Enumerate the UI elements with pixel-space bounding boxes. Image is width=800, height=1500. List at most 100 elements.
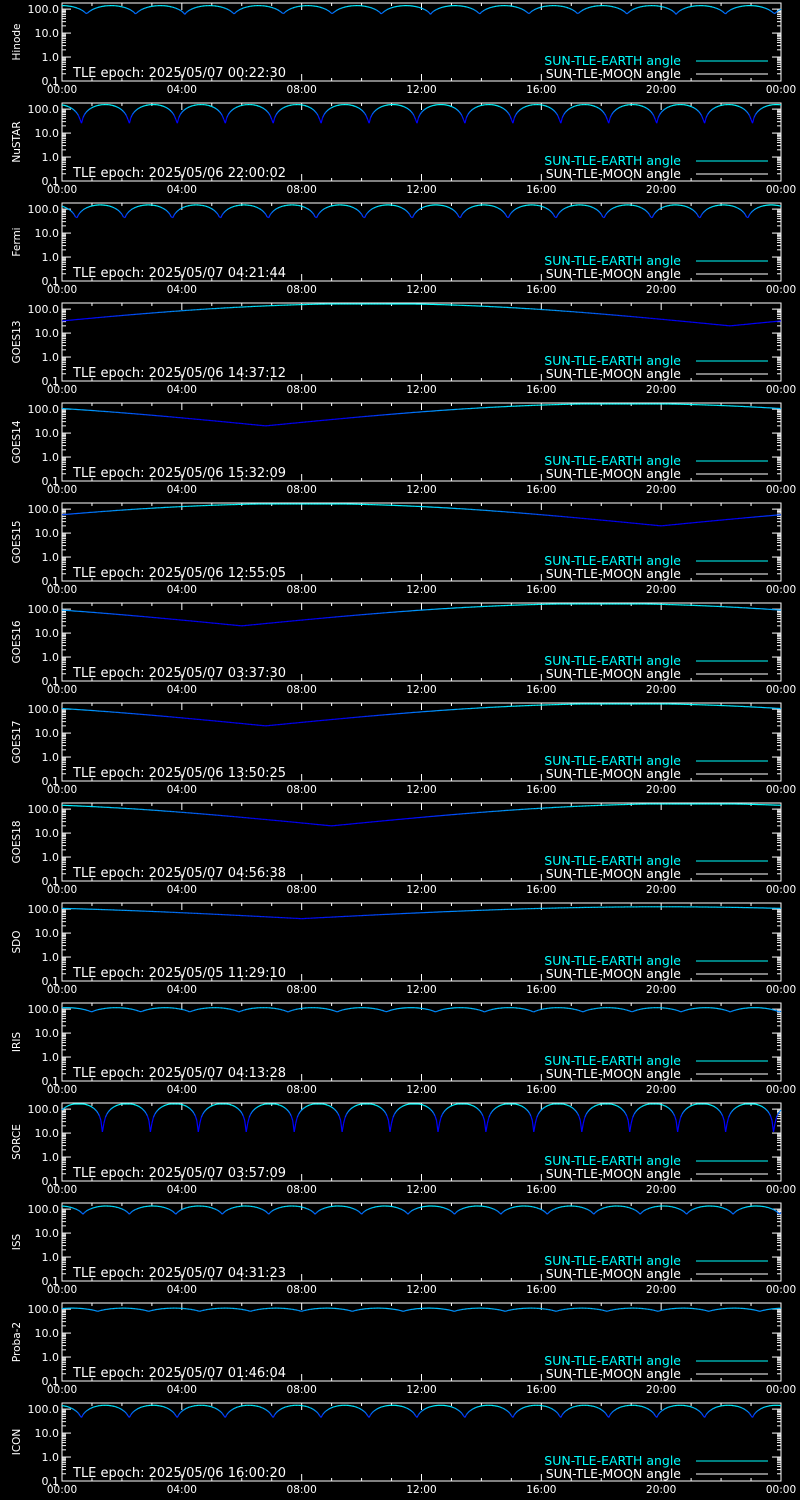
y-tick-label: 100.0 [28,703,60,716]
series-segment [752,209,755,212]
series-segment [558,210,562,214]
series-segment [653,115,656,120]
x-tick-label: 00:00 [47,384,77,396]
sun-tle-earth-series [62,4,782,15]
sun-tle-earth-series [61,303,782,327]
series-segment [764,105,767,108]
series-segment [574,105,576,107]
series-segment [349,205,352,208]
series-segment [425,9,428,12]
series-segment [350,206,353,208]
series-segment [549,107,553,110]
series-segment [776,10,779,13]
series-segment [779,8,782,11]
x-tick-label: 00:00 [766,284,796,296]
x-tick-label: 00:00 [47,784,77,796]
series-segment [644,209,647,212]
series-segment [130,114,133,118]
series-segment [144,7,147,9]
series-segment [91,106,94,109]
legend-moon-label: SUN-TLE-MOON angle [546,166,682,181]
series-segment [768,9,771,12]
tle-epoch-text: TLE epoch: 2025/05/06 13:50:25 [72,766,286,781]
series-segment [427,10,430,13]
series-segment [226,8,229,11]
series-segment [320,6,323,9]
series-segment [642,105,645,108]
series-segment [710,206,713,208]
series-segment [717,105,720,107]
series-segment [225,7,228,10]
series-segment [145,6,148,9]
series-segment [413,115,417,120]
series-segment [494,206,497,208]
series-segment [695,108,698,111]
series-segment [565,206,568,209]
series-segment [235,106,238,109]
series-segment [353,207,356,210]
series-segment [275,207,278,210]
series-segment [507,214,511,218]
series-segment [592,206,595,209]
series-segment [364,214,367,218]
series-segment [124,214,127,218]
series-segment [575,11,578,14]
x-ticks [61,203,782,281]
series-segment [446,206,449,208]
series-segment [64,206,67,209]
x-tick-label: 12:00 [406,784,436,796]
series-segment [467,112,470,115]
series-segment [195,6,197,9]
series-segment [168,108,171,111]
series-segment [713,107,716,110]
series-segment [662,206,665,208]
series-segment [306,105,308,108]
series-segment [451,208,454,211]
x-tick-label: 00:00 [766,384,796,396]
series-segment [663,108,667,110]
sun-tle-earth-series [62,403,782,427]
series-segment [462,210,466,214]
series-segment [705,208,708,211]
series-segment [227,112,231,115]
series-segment [121,213,124,218]
tle-epoch-text: TLE epoch: 2025/05/06 22:00:02 [72,166,286,181]
satellite-label: GOES16 [11,620,23,663]
series-segment [600,109,604,112]
series-segment [220,214,223,218]
series-segment [379,11,382,15]
series-segment [72,212,75,215]
series-segment [735,206,738,209]
series-segment [217,109,220,112]
series-segment [406,210,409,213]
series-segment [305,207,308,210]
series-segment [665,7,668,9]
series-segment [735,104,738,107]
series-segment [660,206,663,209]
y-tick-label: 1.0 [42,751,60,764]
series-segment [258,105,260,108]
series-segment [669,8,672,11]
series-segment [602,111,605,114]
series-segment [132,207,135,210]
series-segment [759,108,762,110]
series-segment [163,208,166,211]
series-segment [571,106,574,109]
tle-epoch-text: TLE epoch: 2025/05/07 04:56:38 [72,866,286,881]
series-segment [67,208,70,211]
series-segment [729,8,732,11]
series-segment [726,10,729,13]
series-segment [361,109,364,112]
series-segment [651,112,655,116]
series-segment [568,7,571,10]
series-segment [132,10,135,13]
series-segment [449,105,452,108]
series-segment [502,107,505,110]
series-segment [323,112,327,115]
series-segment [401,207,404,210]
series-segment [698,111,701,114]
series-segment [314,111,318,114]
series-segment [118,210,121,213]
series-segment [229,10,232,12]
series-segment [749,212,752,216]
